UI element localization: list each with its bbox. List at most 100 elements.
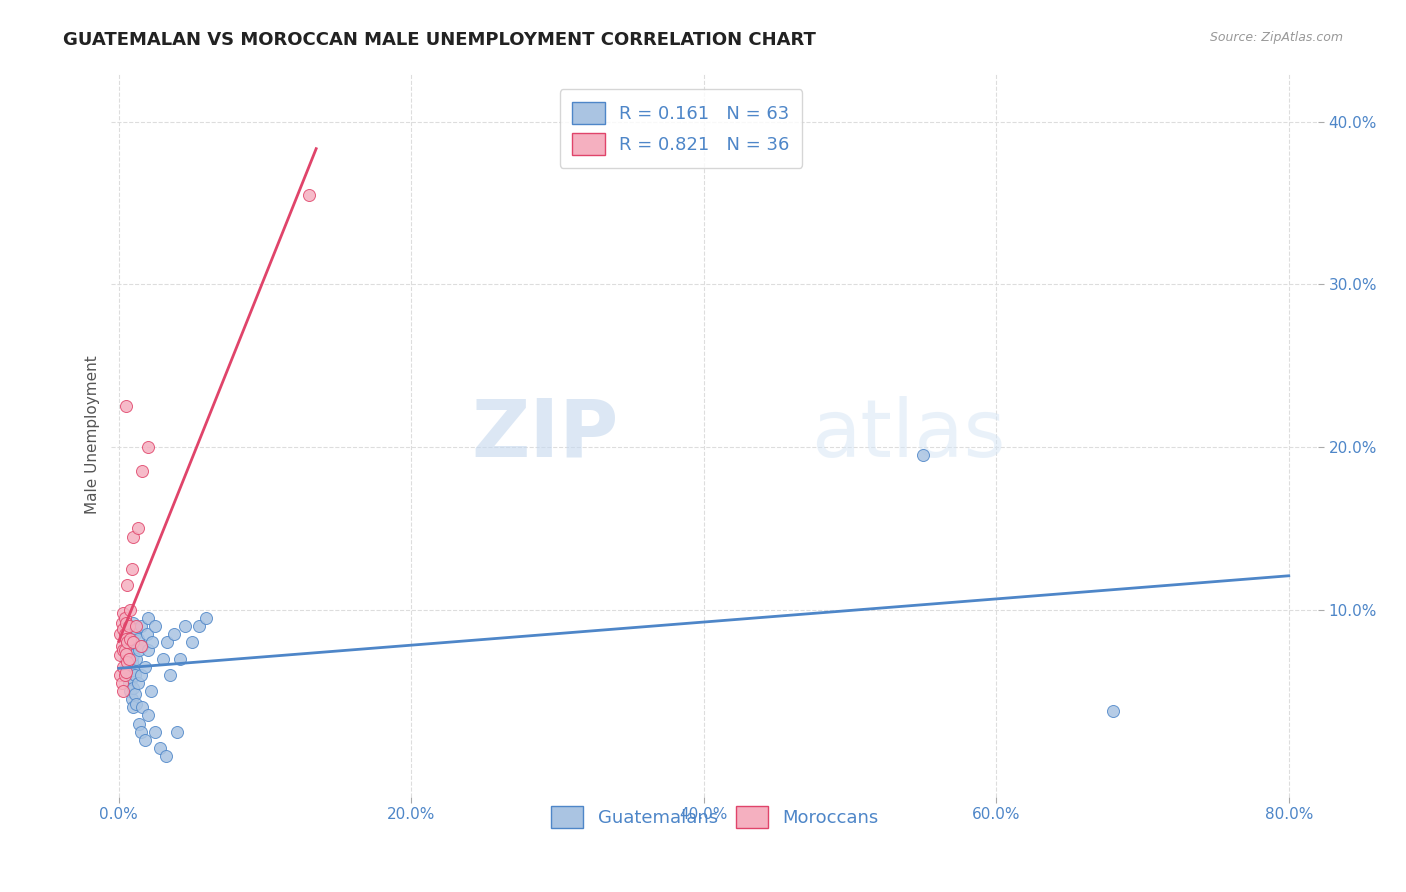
Point bbox=[143, 724, 166, 739]
Point bbox=[1102, 704, 1125, 718]
Point bbox=[122, 615, 145, 630]
Point bbox=[118, 635, 141, 649]
Point bbox=[169, 651, 191, 665]
Point bbox=[122, 681, 145, 695]
Point bbox=[114, 627, 136, 641]
Point bbox=[108, 627, 131, 641]
Point bbox=[115, 632, 138, 646]
Point bbox=[120, 684, 142, 698]
Point bbox=[118, 676, 141, 690]
Point bbox=[120, 648, 142, 663]
Point bbox=[114, 667, 136, 681]
Point bbox=[127, 632, 149, 646]
Point bbox=[135, 627, 157, 641]
Point bbox=[141, 635, 163, 649]
Point bbox=[121, 655, 143, 669]
Point bbox=[111, 615, 134, 630]
Point bbox=[121, 639, 143, 653]
Point bbox=[124, 667, 146, 681]
Point bbox=[117, 667, 139, 681]
Point bbox=[124, 627, 146, 641]
Point bbox=[127, 676, 149, 690]
Point bbox=[115, 659, 138, 673]
Point bbox=[122, 530, 145, 544]
Point bbox=[173, 619, 195, 633]
Point bbox=[134, 659, 156, 673]
Point bbox=[112, 606, 135, 620]
Point bbox=[117, 635, 139, 649]
Point bbox=[149, 741, 172, 756]
Point bbox=[114, 643, 136, 657]
Text: atlas: atlas bbox=[811, 396, 1005, 474]
Point bbox=[125, 697, 148, 711]
Point bbox=[128, 643, 150, 657]
Point bbox=[117, 639, 139, 653]
Point bbox=[136, 708, 159, 723]
Point bbox=[115, 400, 138, 414]
Point bbox=[111, 676, 134, 690]
Point bbox=[112, 643, 135, 657]
Point bbox=[121, 622, 143, 636]
Point bbox=[115, 651, 138, 665]
Legend: Guatemalans, Moroccans: Guatemalans, Moroccans bbox=[543, 798, 886, 835]
Point bbox=[121, 692, 143, 706]
Y-axis label: Male Unemployment: Male Unemployment bbox=[86, 356, 100, 515]
Point bbox=[115, 665, 138, 679]
Point bbox=[152, 651, 174, 665]
Point bbox=[127, 521, 149, 535]
Point bbox=[112, 684, 135, 698]
Point bbox=[139, 684, 162, 698]
Point bbox=[143, 619, 166, 633]
Point bbox=[136, 643, 159, 657]
Point bbox=[117, 655, 139, 669]
Point bbox=[114, 611, 136, 625]
Point bbox=[124, 687, 146, 701]
Point bbox=[120, 603, 142, 617]
Point bbox=[136, 440, 159, 454]
Point bbox=[112, 659, 135, 673]
Point bbox=[125, 619, 148, 633]
Point bbox=[115, 647, 138, 661]
Point bbox=[129, 619, 152, 633]
Point bbox=[125, 622, 148, 636]
Point bbox=[122, 635, 145, 649]
Point bbox=[121, 562, 143, 576]
Point bbox=[122, 700, 145, 714]
Point bbox=[112, 622, 135, 636]
Point bbox=[121, 671, 143, 685]
Point bbox=[115, 632, 138, 646]
Point bbox=[108, 648, 131, 663]
Point bbox=[122, 632, 145, 646]
Point bbox=[163, 627, 186, 641]
Text: ZIP: ZIP bbox=[471, 396, 619, 474]
Point bbox=[108, 667, 131, 681]
Point bbox=[129, 724, 152, 739]
Point bbox=[115, 615, 138, 630]
Point bbox=[298, 188, 321, 202]
Point bbox=[118, 655, 141, 669]
Point bbox=[129, 667, 152, 681]
Point bbox=[180, 635, 202, 649]
Point bbox=[120, 619, 142, 633]
Point bbox=[117, 578, 139, 592]
Point bbox=[129, 639, 152, 653]
Text: GUATEMALAN VS MOROCCAN MALE UNEMPLOYMENT CORRELATION CHART: GUATEMALAN VS MOROCCAN MALE UNEMPLOYMENT… bbox=[63, 31, 815, 49]
Point bbox=[155, 749, 177, 764]
Point bbox=[125, 651, 148, 665]
Point bbox=[115, 643, 138, 657]
Point bbox=[131, 700, 153, 714]
Point bbox=[122, 663, 145, 677]
Text: Source: ZipAtlas.com: Source: ZipAtlas.com bbox=[1209, 31, 1343, 45]
Point bbox=[111, 639, 134, 653]
Point bbox=[136, 611, 159, 625]
Point bbox=[120, 665, 142, 679]
Point bbox=[166, 724, 188, 739]
Point bbox=[188, 619, 211, 633]
Point bbox=[122, 648, 145, 663]
Point bbox=[134, 732, 156, 747]
Point bbox=[156, 635, 179, 649]
Point bbox=[118, 619, 141, 633]
Point bbox=[118, 651, 141, 665]
Point bbox=[128, 716, 150, 731]
Point bbox=[912, 448, 935, 462]
